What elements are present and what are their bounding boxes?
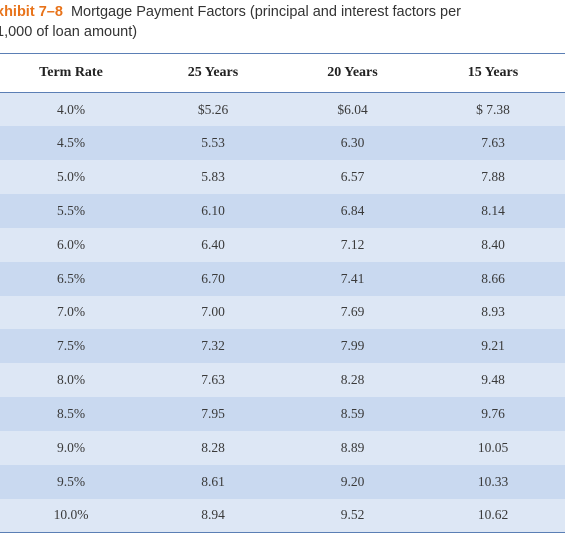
payment-factors-table: Term Rate 25 Years 20 Years 15 Years 4.0… [0, 53, 565, 533]
table-row: 7.5% 7.32 7.99 9.21 [0, 329, 565, 364]
term-rate-cell: 7.5% [56, 338, 86, 354]
header-15-years: 15 Years [421, 53, 565, 93]
factor-20-years-cell: 9.52 [284, 498, 421, 533]
header-25-years: 25 Years [142, 53, 284, 93]
header-term-rate: Term Rate [0, 53, 142, 93]
table-row: 8.5% 7.95 8.59 9.76 [0, 397, 565, 431]
factor-20-years-cell: 8.28 [340, 372, 365, 388]
factor-15-years-cell: 8.66 [481, 270, 505, 286]
term-rate-cell: 9.0% [56, 439, 86, 455]
table-row: 5.0% 5.83 6.57 7.88 [0, 160, 565, 195]
term-rate-cell: 7.0% [56, 304, 86, 320]
table-row: 8.0% 7.63 8.28 9.48 [0, 363, 565, 398]
factor-15-years-cell: 9.48 [481, 372, 505, 388]
factor-25-years-cell: 6.40 [201, 236, 225, 252]
factor-15-years-cell: 10.05 [477, 439, 509, 455]
table-row: 4.5% 5.53 6.30 7.63 [0, 126, 565, 161]
header-row: Term Rate 25 Years 20 Years 15 Years [0, 53, 565, 93]
term-rate-cell: 10.0% [0, 498, 142, 533]
term-rate-cell: 8.5% [56, 406, 86, 422]
factor-15-years-cell: 7.63 [481, 135, 505, 151]
factor-25-years-cell: 6.10 [201, 202, 225, 218]
factor-15-years-cell: 9.76 [481, 406, 505, 422]
table-row: 7.0% 7.00 7.69 8.93 [0, 295, 565, 330]
factor-15-years-cell: 7.88 [481, 169, 505, 185]
factor-20-years-cell: 6.57 [340, 169, 365, 185]
factor-25-years-cell: 7.63 [201, 372, 225, 388]
factor-15-years-cell: 10.33 [477, 473, 509, 489]
factor-20-years-cell: 7.41 [340, 270, 365, 286]
factor-15-years-cell: 8.14 [481, 202, 505, 218]
factor-25-years-cell: 5.83 [201, 169, 225, 185]
factor-20-years-cell: 8.89 [340, 439, 365, 455]
factor-25-years-cell: 7.00 [201, 304, 225, 320]
factor-15-years-cell: 9.21 [481, 338, 505, 354]
payment-factors-table-wrapper: Term Rate 25 Years 20 Years 15 Years 4.0… [0, 53, 565, 533]
factor-20-years-cell: 7.69 [340, 304, 365, 320]
factor-15-years-cell: $ 7.38 [476, 101, 510, 117]
exhibit-title-part-1: Mortgage Payment Factors (principal and … [70, 4, 462, 20]
factor-25-years-cell: 6.70 [201, 270, 225, 286]
table-row: 4.0% $5.26 $6.04 $ 7.38 [0, 92, 565, 127]
factor-15-years-cell: 8.40 [481, 236, 505, 252]
term-rate-cell: 9.5% [56, 473, 86, 489]
exhibit-title-part-2: 1,000 of loan amount) [0, 24, 138, 40]
factor-20-years-cell: 9.20 [340, 473, 365, 489]
table-body: 4.0% $5.26 $6.04 $ 7.38 4.5% 5.53 6.30 7.63 5.0%… [0, 92, 565, 533]
table-header: Term Rate 25 Years 20 Years 15 Years [0, 53, 565, 93]
table-row: 9.0% 8.28 8.89 10.05 [0, 430, 565, 465]
table-row: 9.5% 8.61 9.20 10.33 [0, 464, 565, 499]
caption-line-2: 1,000 of loan amount) [0, 22, 137, 42]
term-rate-cell: 5.0% [56, 169, 86, 185]
term-rate-cell: 6.5% [56, 270, 86, 286]
factor-25-years-cell: 8.28 [201, 439, 225, 455]
exhibit-label: xhibit 7–8 [0, 4, 63, 20]
term-rate-cell: 8.0% [56, 372, 86, 388]
factor-25-years-cell: 7.32 [201, 338, 225, 354]
term-rate-cell: 6.0% [56, 236, 86, 252]
factor-25-years-cell: 8.61 [201, 473, 225, 489]
factor-20-years-cell: 6.84 [340, 202, 365, 218]
header-20-years: 20 Years [284, 53, 421, 93]
caption-line-1: xhibit 7–8 Mortgage Payment Factors (pri… [0, 2, 461, 22]
factor-20-years-cell: 6.30 [340, 135, 365, 151]
term-rate-cell: 4.5% [56, 135, 86, 151]
table-row: 6.0% 6.40 7.12 8.40 [0, 227, 565, 262]
table-row: 5.5% 6.10 6.84 8.14 [0, 194, 565, 228]
factor-20-years-cell: 8.59 [340, 406, 365, 422]
factor-25-years-cell: 7.95 [201, 406, 225, 422]
factor-15-years-cell: 8.93 [481, 304, 505, 320]
factor-20-years-cell: $6.04 [337, 101, 368, 117]
table-row: 6.5% 6.70 7.41 8.66 [0, 261, 565, 296]
factor-25-years-cell: $5.26 [197, 101, 229, 117]
factor-20-years-cell: 7.12 [340, 236, 365, 252]
term-rate-cell: 5.5% [56, 202, 86, 218]
factor-15-years-cell: 10.62 [421, 498, 565, 533]
factor-20-years-cell: 7.99 [340, 338, 365, 354]
factor-25-years-cell: 5.53 [201, 135, 225, 151]
factor-25-years-cell: 8.94 [142, 498, 284, 533]
table-row: 10.0% 8.94 9.52 10.62 [0, 498, 565, 533]
term-rate-cell: 4.0% [56, 101, 86, 117]
